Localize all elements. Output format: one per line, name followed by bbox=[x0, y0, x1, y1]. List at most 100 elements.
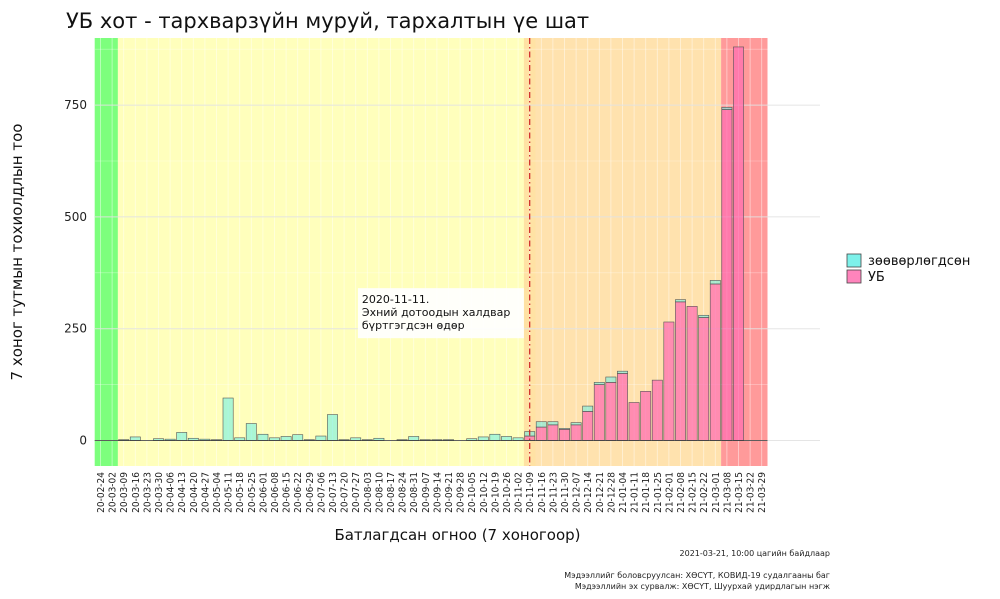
x-tick-label: 21-01-18 bbox=[641, 472, 652, 513]
annotation: 2020-11-11.Эхний дотоодын халдварбүртгэг… bbox=[357, 288, 524, 339]
bar-imported-20-11-02 bbox=[512, 437, 524, 441]
x-tick-label: 20-03-02 bbox=[108, 472, 119, 513]
x-tick-label: 20-11-09 bbox=[525, 472, 536, 513]
x-tick-label: 20-08-17 bbox=[386, 472, 397, 513]
legend-label-1: УБ bbox=[868, 270, 885, 285]
bar-ub-20-11-30 bbox=[559, 429, 570, 441]
legend-key-1 bbox=[846, 269, 862, 284]
phase-band-1 bbox=[117, 38, 536, 466]
bar-ub-21-03-08 bbox=[721, 109, 733, 441]
bars bbox=[94, 38, 768, 466]
x-tick-label: 20-06-22 bbox=[293, 472, 304, 513]
x-tick-label: 20-07-27 bbox=[351, 472, 362, 513]
phase-band-0 bbox=[94, 38, 118, 466]
x-tick-label: 20-12-14 bbox=[583, 472, 594, 513]
x-tick-label: 20-09-21 bbox=[444, 472, 455, 513]
x-tick-label: 20-04-06 bbox=[166, 472, 177, 513]
bar-imported-20-04-13 bbox=[176, 432, 188, 441]
x-tick-label: 21-02-01 bbox=[664, 472, 675, 513]
x-tick-label: 20-10-26 bbox=[502, 472, 513, 513]
x-tick-label: 21-03-22 bbox=[746, 472, 757, 513]
caption-processed-by: Мэдээллийг боловсруулсан: ХӨСҮТ, КОВИД-1… bbox=[564, 571, 830, 580]
annotation-line: Эхний дотоодын халдвар bbox=[362, 306, 510, 319]
x-tick-label: 20-08-03 bbox=[363, 472, 374, 513]
x-tick-label: 21-03-15 bbox=[734, 472, 745, 513]
bar-ub-20-12-14 bbox=[582, 411, 594, 441]
bar-imported-20-05-18 bbox=[234, 437, 246, 441]
x-tick-label: 20-06-01 bbox=[258, 472, 269, 513]
bar-ub-21-03-15 bbox=[733, 46, 744, 441]
bar-ub-21-01-11 bbox=[628, 402, 640, 441]
bar-imported-20-10-19 bbox=[489, 433, 501, 441]
x-tick-label: 20-07-20 bbox=[340, 472, 351, 513]
bar-imported-21-03-08 bbox=[721, 107, 733, 110]
bar-imported-20-07-13 bbox=[327, 414, 338, 441]
x-tick-label: 20-09-28 bbox=[456, 472, 467, 513]
x-tick-label: 20-11-02 bbox=[514, 472, 525, 513]
x-tick-label: 20-08-24 bbox=[398, 472, 409, 513]
x-tick-label: 20-10-19 bbox=[490, 472, 501, 513]
x-tick-label: 20-05-04 bbox=[212, 472, 223, 513]
bar-ub-21-01-25 bbox=[651, 379, 663, 441]
bar-ub-20-12-21 bbox=[593, 384, 605, 441]
bar-imported-20-11-16 bbox=[535, 421, 547, 428]
bar-imported-20-11-23 bbox=[547, 421, 559, 426]
x-tick-label: 20-03-09 bbox=[119, 472, 130, 513]
x-tick-label: 20-12-28 bbox=[606, 472, 617, 513]
bar-ub-20-12-07 bbox=[570, 424, 582, 441]
bar-ub-21-01-04 bbox=[617, 373, 628, 441]
bar-imported-20-06-22 bbox=[292, 434, 304, 441]
bar-imported-20-12-28 bbox=[605, 376, 617, 383]
bar-imported-20-08-31 bbox=[408, 436, 420, 441]
x-tick-label: 20-06-29 bbox=[305, 472, 316, 513]
x-tick-label: 20-05-25 bbox=[247, 472, 258, 513]
y-tick-label: 250 bbox=[64, 322, 87, 336]
x-tick-label: 20-08-31 bbox=[409, 472, 420, 513]
x-tick-label: 21-01-04 bbox=[618, 472, 629, 513]
x-tick-label: 20-04-20 bbox=[189, 472, 200, 513]
x-tick-label: 20-07-06 bbox=[316, 472, 327, 513]
bar-ub-21-02-22 bbox=[698, 317, 710, 441]
bar-ub-20-11-16 bbox=[535, 426, 547, 441]
bar-imported-20-10-12 bbox=[477, 436, 489, 441]
annotation-line: 2020-11-11. bbox=[362, 293, 429, 306]
x-tick-label: 20-04-27 bbox=[200, 472, 211, 513]
x-tick-label: 20-05-11 bbox=[224, 472, 235, 513]
y-tick-label: 750 bbox=[64, 98, 87, 112]
x-tick-label: 20-12-21 bbox=[595, 472, 606, 513]
x-tick-label: 21-03-01 bbox=[711, 472, 722, 513]
x-tick-label: 20-06-15 bbox=[282, 472, 293, 513]
x-tick-label: 20-06-08 bbox=[270, 472, 281, 513]
bar-imported-21-02-08 bbox=[675, 299, 686, 303]
x-tick-label: 20-12-07 bbox=[572, 472, 583, 513]
bar-imported-21-02-22 bbox=[698, 314, 710, 318]
x-tick-label: 20-09-07 bbox=[421, 472, 432, 513]
bar-ub-21-01-18 bbox=[640, 391, 652, 441]
annotation-box bbox=[357, 288, 524, 339]
legend-label-0: зөөвөрлөгдсөн bbox=[868, 254, 970, 269]
bar-imported-20-07-27 bbox=[350, 437, 362, 441]
bar-imported-21-03-01 bbox=[709, 280, 721, 285]
x-tick-label: 20-08-10 bbox=[374, 472, 385, 513]
x-tick-label: 20-09-14 bbox=[432, 472, 443, 513]
bar-ub-21-02-08 bbox=[675, 301, 686, 441]
x-tick-label: 20-03-23 bbox=[142, 472, 153, 513]
bar-imported-20-10-26 bbox=[501, 436, 512, 441]
x-tick-label: 20-11-16 bbox=[537, 472, 548, 513]
x-tick-label: 20-05-18 bbox=[235, 472, 246, 513]
caption-source: Мэдээллийн эх сурвалж: ХӨСҮТ, Шуурхай уд… bbox=[575, 582, 830, 591]
x-tick-label: 21-03-08 bbox=[722, 472, 733, 513]
bar-imported-20-05-25 bbox=[245, 423, 257, 441]
x-tick-label: 20-11-30 bbox=[560, 472, 571, 513]
grid-lines bbox=[95, 38, 820, 466]
x-tick-label: 20-07-13 bbox=[328, 472, 339, 513]
y-axis-title: 7 хоног тутмын тохиолдлын тоо bbox=[8, 124, 26, 381]
bar-imported-20-05-11 bbox=[222, 397, 234, 441]
bar-ub-21-02-01 bbox=[663, 321, 675, 441]
x-tick-label: 21-01-11 bbox=[630, 472, 641, 513]
legend-key-0 bbox=[846, 253, 862, 268]
y-tick-label: 500 bbox=[64, 210, 87, 224]
x-tick-label: 21-02-22 bbox=[699, 472, 710, 513]
x-tick-label: 21-02-08 bbox=[676, 472, 687, 513]
